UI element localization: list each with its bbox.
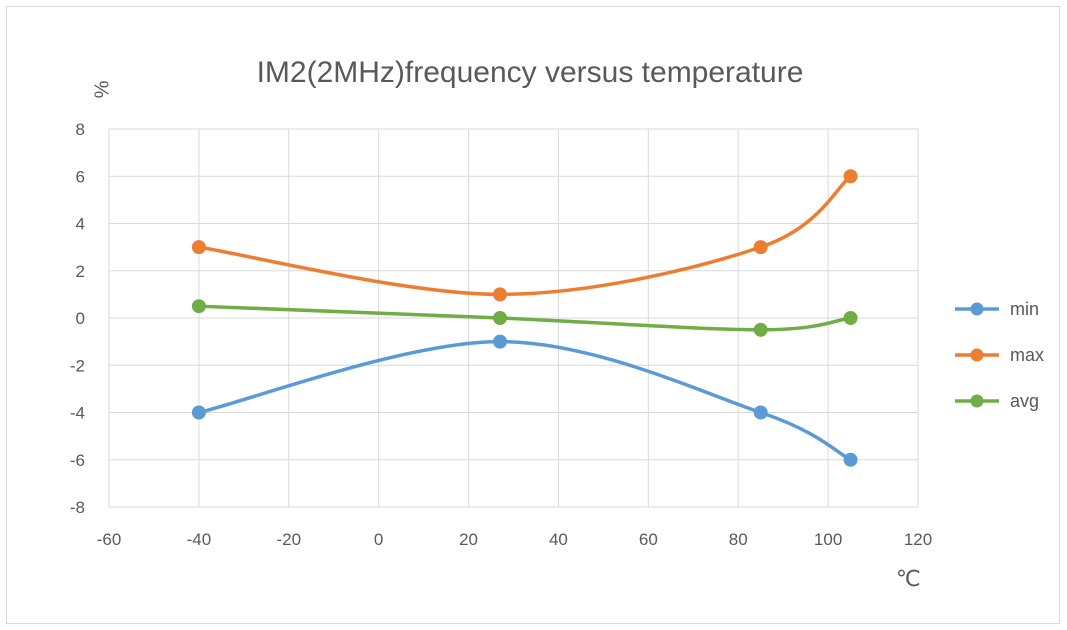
x-tick-label: 0 <box>374 530 383 549</box>
legend-label-avg: avg <box>1010 391 1039 411</box>
y-tick-label: 8 <box>76 120 85 139</box>
data-point-max <box>843 169 858 184</box>
x-axis-label: ℃ <box>896 566 921 591</box>
x-tick-label: 20 <box>459 530 478 549</box>
data-point-max <box>191 240 206 255</box>
data-point-max <box>753 240 768 255</box>
chart-title: IM2(2MHz)frequency versus temperature <box>256 56 804 89</box>
y-tick-label: -6 <box>70 451 85 470</box>
y-tick-label: 0 <box>76 309 85 328</box>
data-point-min <box>191 405 206 420</box>
y-tick-label: -4 <box>70 404 85 423</box>
series-line-min <box>197 339 853 462</box>
y-tick-label: -8 <box>70 498 85 517</box>
series-line-avg <box>197 304 853 332</box>
y-tick-label: 4 <box>76 215 85 234</box>
x-tick-label: 40 <box>549 530 568 549</box>
data-point-min <box>753 405 768 420</box>
data-point-avg <box>843 311 858 325</box>
legend-marker-avg <box>970 394 984 408</box>
data-point-avg <box>191 299 206 314</box>
y-tick-label: 2 <box>76 262 85 281</box>
x-tick-label: 80 <box>729 530 748 549</box>
legend-label-max: max <box>1010 345 1044 365</box>
data-point-avg <box>753 322 768 337</box>
x-tick-label: -40 <box>187 530 212 549</box>
legend-marker-max <box>970 348 984 362</box>
legend-marker-min <box>970 302 984 316</box>
series-line-max <box>197 174 853 297</box>
data-point-min <box>843 452 858 467</box>
data-point-avg <box>493 311 508 325</box>
y-tick-label: 6 <box>76 167 85 186</box>
x-tick-label: 60 <box>639 530 658 549</box>
x-tick-label: -20 <box>276 530 301 549</box>
data-point-max <box>493 287 508 302</box>
data-point-min <box>493 334 508 349</box>
legend-label-min: min <box>1010 299 1039 319</box>
x-tick-label: 120 <box>904 530 932 549</box>
x-tick-label: 100 <box>814 530 842 549</box>
y-tick-label: -2 <box>70 356 85 375</box>
x-tick-label: -60 <box>97 530 122 549</box>
chart-frame <box>6 6 1060 624</box>
